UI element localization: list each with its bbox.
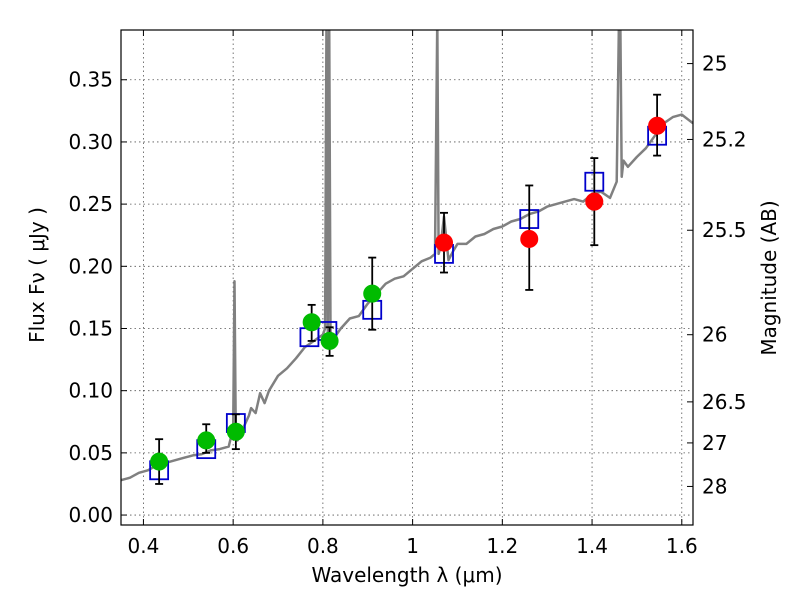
observed-point (435, 233, 454, 252)
plot-frame (120, 29, 694, 526)
observed-point (320, 331, 339, 350)
observed-point (363, 284, 382, 303)
observed-point (302, 313, 321, 332)
y-axis-label: Flux Fν ( μJy ) (25, 207, 49, 343)
observed-point (197, 431, 216, 450)
right-tick-label: 25.5 (702, 218, 747, 242)
x-tick-label: 1.2 (486, 534, 518, 558)
right-axis-label: Magnitude (AB) (757, 200, 781, 355)
y-tick-label: 0.20 (68, 254, 113, 278)
y-tick-label: 0.10 (68, 379, 113, 403)
y-tick-label: 0.25 (68, 192, 113, 216)
observed-point (648, 116, 667, 135)
y-tick-label: 0.30 (68, 130, 113, 154)
x-tick-label: 0.6 (217, 534, 249, 558)
plot-area (121, 30, 693, 485)
y-tick-label: 0.35 (68, 68, 113, 92)
x-tick-label: 0.4 (128, 534, 160, 558)
y-tick-label: 0.05 (68, 441, 113, 465)
observed-point (520, 229, 539, 248)
right-tick-label: 26 (702, 323, 727, 347)
y-tick-label: 0.15 (68, 316, 113, 340)
y-tick-label: 0.00 (68, 503, 113, 527)
right-tick-label: 28 (702, 474, 727, 498)
x-tick-label: 0.8 (307, 534, 339, 558)
ticks: 0.4 0.6 0.8 1 1.2 1.4 1.6 0.00 0.05 0.10 0.15 0.20 0… (68, 30, 747, 558)
observed-point (150, 452, 169, 471)
x-tick-label: 1.4 (576, 534, 608, 558)
right-tick-label: 27 (702, 431, 727, 455)
x-axis-label: Wavelength λ (μm) (311, 563, 502, 587)
right-tick-label: 26.5 (702, 390, 747, 414)
x-tick-label: 1.6 (666, 534, 698, 558)
right-tick-label: 25.2 (702, 127, 747, 151)
observed-point (226, 422, 245, 441)
spectrum-line (121, 30, 693, 482)
grid (121, 30, 693, 525)
x-tick-label: 1 (406, 534, 419, 558)
observed-point (585, 192, 604, 211)
right-tick-label: 25 (702, 52, 727, 76)
